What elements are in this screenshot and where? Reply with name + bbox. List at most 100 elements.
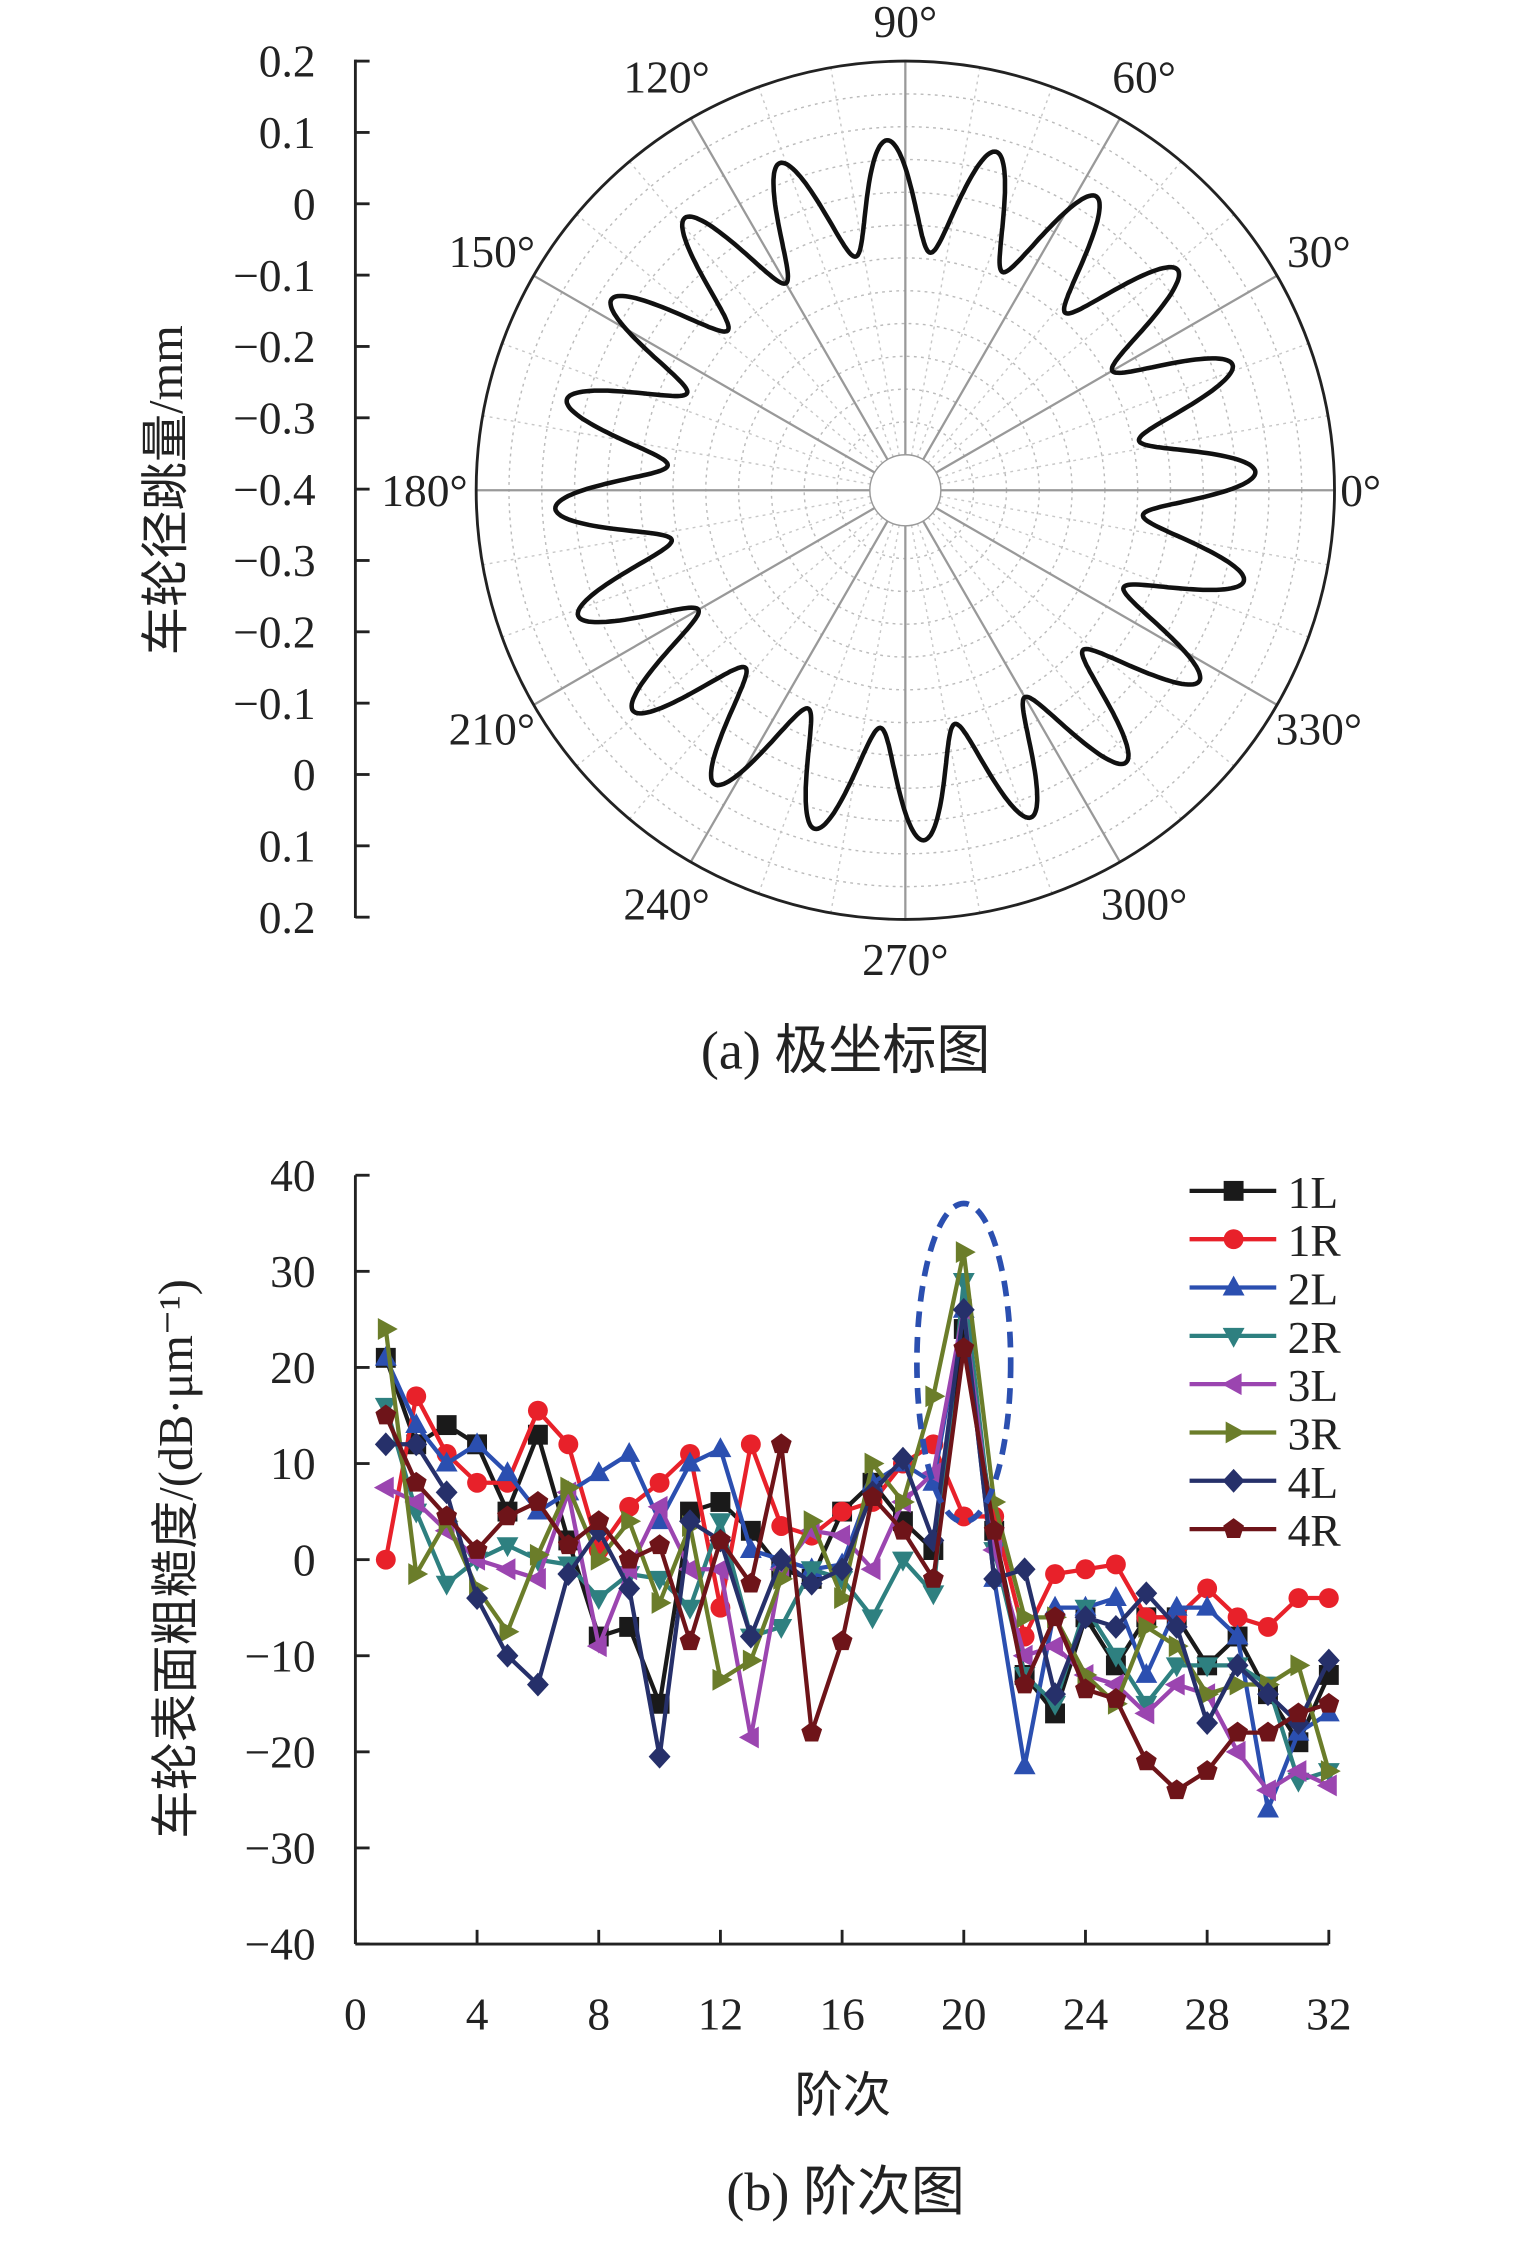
marker-pentagon bbox=[436, 1505, 458, 1526]
marker-diamond bbox=[374, 1432, 397, 1457]
marker-triangle-right bbox=[651, 1591, 672, 1614]
marker-triangle-right bbox=[621, 1510, 642, 1533]
legend-item: 3R bbox=[1189, 1409, 1341, 1460]
marker-pentagon bbox=[497, 1505, 518, 1526]
marker-triangle-left bbox=[678, 1558, 698, 1581]
x-tick-label: 16 bbox=[819, 1988, 864, 2039]
marker-triangle-up bbox=[1226, 1624, 1249, 1645]
marker-triangle-left bbox=[1256, 1779, 1276, 1802]
marker-triangle-up bbox=[1165, 1595, 1188, 1616]
x-tick-label: 12 bbox=[698, 1988, 743, 2039]
marker-circle bbox=[771, 1516, 792, 1536]
marker-pentagon bbox=[1044, 1606, 1066, 1627]
angle-label: 90° bbox=[874, 0, 938, 47]
marker-triangle-left bbox=[1103, 1673, 1124, 1696]
marker-pentagon bbox=[1075, 1678, 1096, 1699]
marker-triangle-right bbox=[1290, 1654, 1311, 1677]
marker-triangle-down bbox=[435, 1575, 458, 1596]
marker-triangle-right bbox=[529, 1543, 550, 1566]
legend-item: 1L bbox=[1189, 1167, 1338, 1218]
radial-tick-label: 0.2 bbox=[259, 36, 316, 87]
peak-highlight-ellipse bbox=[914, 1200, 1014, 1525]
marker-triangle-left bbox=[404, 1491, 425, 1513]
marker-triangle-left bbox=[708, 1558, 729, 1581]
polar-spoke bbox=[576, 512, 879, 767]
marker-triangle-right bbox=[1225, 1421, 1246, 1444]
marker-pentagon bbox=[1105, 1688, 1127, 1708]
angle-label: 0° bbox=[1340, 465, 1381, 516]
marker-triangle-down bbox=[770, 1618, 793, 1639]
marker-square bbox=[1223, 1180, 1244, 1201]
series-line bbox=[384, 1309, 1330, 1794]
radial-tick-label: −0.1 bbox=[233, 678, 315, 729]
marker-triangle-right bbox=[1138, 1615, 1159, 1638]
polar-chart: 0° 30° 60° 90° 120° 150° 180° 210° 240° 270° 300° 3… bbox=[140, 0, 1381, 985]
angle-label: 120° bbox=[623, 51, 709, 102]
polar-outer-circle bbox=[474, 59, 1336, 921]
marker-triangle-right bbox=[834, 1587, 855, 1610]
marker-triangle-left bbox=[1225, 1740, 1246, 1763]
marker-diamond bbox=[952, 1297, 975, 1322]
polar-caption: (a) 极坐标图 bbox=[701, 1021, 990, 1081]
marker-triangle-down bbox=[496, 1537, 519, 1558]
legend-label: 3L bbox=[1288, 1360, 1339, 1411]
radial-tick-label: 0.1 bbox=[259, 107, 316, 158]
series-line bbox=[383, 1251, 1331, 1772]
marker-triangle-left bbox=[1043, 1635, 1064, 1658]
y-tick-label: 10 bbox=[270, 1438, 315, 1489]
radial-tick-label: 0.2 bbox=[259, 892, 316, 943]
polar-spoke bbox=[628, 517, 884, 820]
polar-spoke bbox=[910, 525, 981, 914]
polar-spoke bbox=[689, 520, 889, 863]
marker-pentagon bbox=[618, 1548, 640, 1569]
marker-circle bbox=[740, 1434, 761, 1455]
marker-triangle-down bbox=[1222, 1327, 1245, 1348]
legend-item: 1R bbox=[1189, 1215, 1341, 1266]
marker-diamond bbox=[466, 1586, 489, 1611]
angle-label: 180° bbox=[381, 465, 467, 516]
marker-diamond bbox=[405, 1432, 428, 1457]
polar-spoke bbox=[932, 213, 1235, 468]
polar-spoke bbox=[916, 86, 1053, 458]
marker-diamond bbox=[892, 1446, 914, 1471]
marker-triangle-right bbox=[773, 1567, 794, 1590]
marker-circle bbox=[1045, 1564, 1065, 1585]
legend-item: 4L bbox=[1189, 1457, 1338, 1508]
polar-spoke bbox=[757, 86, 894, 458]
marker-triangle-down bbox=[1135, 1695, 1158, 1716]
polar-y-axis-label: 车轮径跳量/mm bbox=[140, 325, 193, 655]
marker-diamond bbox=[1104, 1614, 1127, 1639]
marker-triangle-up bbox=[1257, 1797, 1279, 1818]
legend-item: 2R bbox=[1189, 1312, 1341, 1363]
marker-pentagon bbox=[1196, 1760, 1218, 1780]
marker-triangle-up bbox=[618, 1441, 641, 1462]
polar-spoke bbox=[922, 520, 1121, 863]
marker-triangle-right bbox=[742, 1649, 763, 1672]
marker-triangle-down bbox=[1196, 1657, 1219, 1678]
marker-circle bbox=[1258, 1616, 1278, 1637]
marker-pentagon bbox=[983, 1519, 1005, 1540]
marker-triangle-up bbox=[679, 1451, 701, 1472]
marker-diamond bbox=[1287, 1711, 1310, 1735]
polar-spoke bbox=[940, 495, 1329, 566]
marker-pentagon bbox=[466, 1539, 488, 1559]
marker-diamond bbox=[648, 1744, 671, 1769]
marker-triangle-down bbox=[648, 1570, 671, 1591]
polar-runout-curve bbox=[553, 137, 1258, 843]
angle-label: 60° bbox=[1112, 51, 1176, 102]
marker-triangle-left bbox=[586, 1635, 607, 1658]
marker-diamond bbox=[1165, 1614, 1188, 1639]
y-tick-label: −20 bbox=[244, 1726, 315, 1777]
marker-pentagon bbox=[831, 1630, 853, 1651]
angle-label: 270° bbox=[862, 934, 948, 985]
series-4L bbox=[374, 1297, 1340, 1769]
marker-triangle-down bbox=[861, 1609, 884, 1630]
series-line bbox=[383, 1347, 1330, 1793]
marker-triangle-down bbox=[587, 1590, 610, 1611]
angle-label: 210° bbox=[449, 704, 535, 755]
marker-triangle-left bbox=[738, 1726, 759, 1749]
marker-triangle-right bbox=[560, 1476, 581, 1499]
marker-pentagon bbox=[1135, 1750, 1157, 1771]
marker-pentagon bbox=[1257, 1721, 1279, 1742]
